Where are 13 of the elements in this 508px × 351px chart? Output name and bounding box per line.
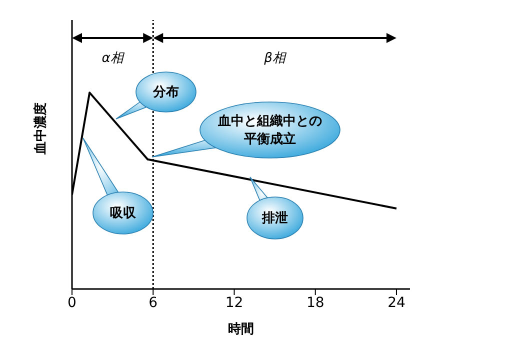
x-axis-title: 時間 bbox=[228, 322, 254, 337]
x-tick-label: 6 bbox=[148, 294, 158, 311]
text: α相 bbox=[102, 51, 126, 66]
x-tick-label: 24 bbox=[388, 294, 406, 311]
x-tick-label: 0 bbox=[68, 294, 76, 311]
annotation: 吸収 bbox=[110, 206, 137, 220]
annotation: 血中と組織中との平衡成立 bbox=[217, 112, 322, 146]
annotation: 排泄 bbox=[261, 210, 288, 226]
annotation: 分布 bbox=[152, 84, 179, 100]
y-axis-title: 血中濃度 bbox=[32, 102, 49, 156]
x-tick-label: 12 bbox=[225, 294, 244, 311]
x-tick-label: 18 bbox=[306, 294, 324, 311]
text: β相 bbox=[263, 51, 288, 66]
